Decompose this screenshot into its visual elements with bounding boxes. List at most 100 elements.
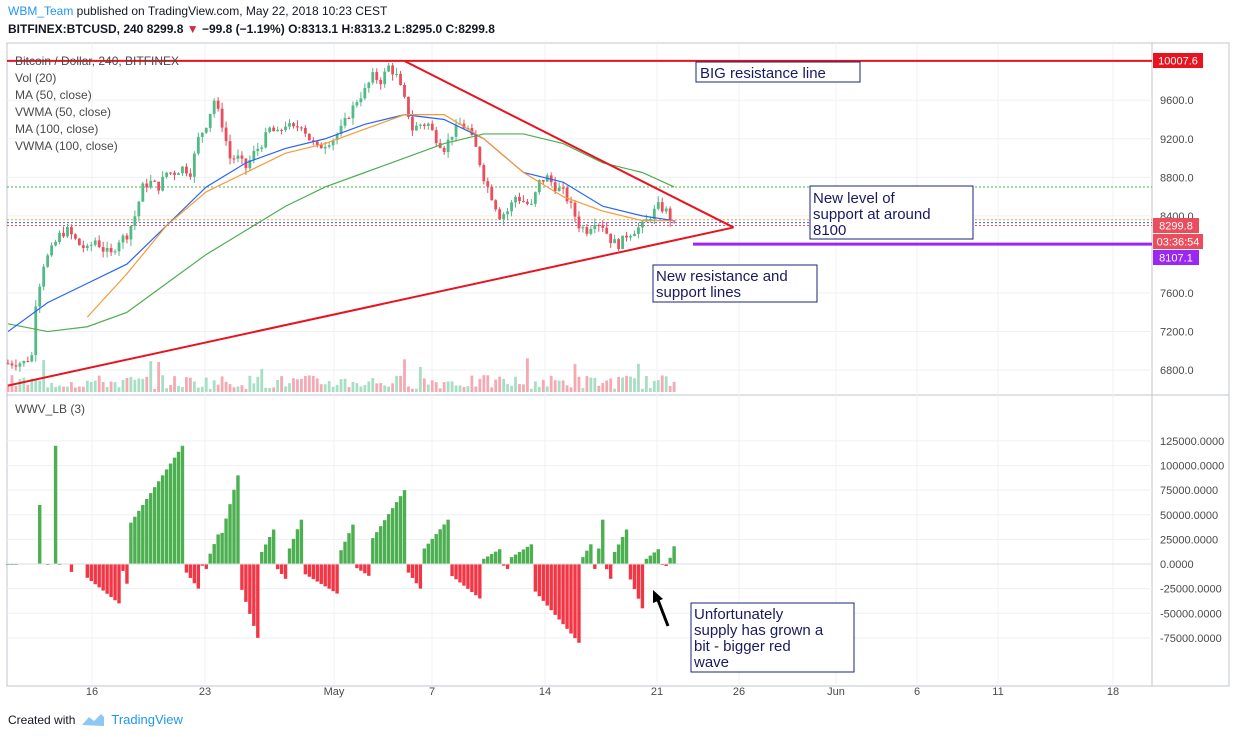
time-tick-label: 7 bbox=[429, 686, 435, 698]
candle-body bbox=[303, 127, 307, 134]
candle-body bbox=[395, 73, 398, 75]
wwv-bar bbox=[240, 564, 244, 590]
candle-body bbox=[81, 245, 85, 248]
note-new-resistance[interactable]: New resistance and support lines bbox=[652, 264, 818, 303]
time-tick-label: 6 bbox=[914, 686, 920, 698]
candle-body bbox=[347, 118, 351, 120]
candle-body bbox=[165, 172, 168, 177]
time-tick-label: 21 bbox=[651, 686, 663, 698]
publish-line: WBM_Team published on TradingView.com, M… bbox=[8, 4, 387, 18]
candle-body bbox=[93, 240, 97, 245]
candle-body bbox=[307, 133, 311, 141]
wwv-bar bbox=[129, 522, 133, 564]
volume-bar bbox=[181, 387, 184, 392]
author-link[interactable]: WBM_Team bbox=[8, 4, 74, 18]
volume-bar bbox=[149, 361, 153, 392]
volume-bar bbox=[260, 368, 264, 392]
candle-body bbox=[34, 306, 38, 356]
wwv-bar bbox=[537, 564, 542, 597]
volume-bar bbox=[240, 385, 244, 392]
volume-bar bbox=[668, 385, 672, 392]
volume-bar bbox=[185, 377, 188, 392]
wwv-bar bbox=[267, 536, 272, 564]
wwv-bar bbox=[553, 564, 557, 615]
wwv-bar bbox=[644, 558, 649, 564]
candle-body bbox=[585, 227, 589, 234]
note-big-resistance[interactable]: BIG resistance line bbox=[695, 61, 861, 83]
candle-body bbox=[268, 127, 272, 133]
wwv-bar bbox=[220, 532, 224, 564]
wwv-bar bbox=[303, 564, 308, 575]
wwv-bar bbox=[355, 564, 359, 569]
indicator-tick-label: -25000.0000 bbox=[1160, 584, 1222, 596]
indicator-tick-label: -75000.0000 bbox=[1160, 633, 1222, 645]
candle-body bbox=[125, 235, 129, 240]
volume-bar bbox=[403, 359, 406, 392]
volume-bar bbox=[129, 376, 133, 392]
candle-body bbox=[434, 130, 438, 144]
volume-bars bbox=[6, 358, 676, 392]
candle-body bbox=[617, 239, 621, 249]
volume-bar bbox=[438, 388, 442, 392]
volume-bar bbox=[236, 386, 240, 392]
footer-brand-link[interactable]: TradingView bbox=[111, 712, 183, 727]
volume-bar bbox=[153, 388, 157, 392]
volume-bar bbox=[137, 378, 141, 392]
volume-bar bbox=[34, 378, 38, 392]
wwv-bar bbox=[462, 564, 466, 586]
wwv-bar bbox=[601, 519, 605, 564]
wwv-bar bbox=[410, 564, 415, 578]
wwv-bar bbox=[271, 529, 276, 564]
candle-body bbox=[450, 136, 454, 140]
wwv-bar bbox=[93, 564, 97, 585]
wwv-bar bbox=[434, 534, 438, 564]
wwv-bar bbox=[474, 564, 478, 596]
volume-bar bbox=[70, 382, 73, 392]
note-supply[interactable]: Unfortunately supply has grown a bit - b… bbox=[690, 602, 855, 673]
wwv-bar bbox=[180, 445, 185, 564]
candle-body bbox=[526, 201, 529, 204]
volume-bar bbox=[268, 388, 272, 392]
wwv-bar bbox=[402, 490, 407, 564]
volume-bar bbox=[652, 380, 656, 392]
candle-body bbox=[375, 72, 379, 80]
volume-bar bbox=[375, 383, 379, 392]
candle-body bbox=[169, 172, 172, 174]
candle-body bbox=[569, 201, 573, 203]
wwv-bar bbox=[331, 564, 335, 592]
wwv-bar bbox=[125, 564, 129, 584]
volume-bar bbox=[446, 381, 450, 392]
footer: Created with TradingView bbox=[8, 712, 183, 727]
wwv-bar bbox=[291, 538, 296, 564]
wwv-bar bbox=[390, 508, 395, 564]
candle-body bbox=[339, 125, 343, 135]
candle-body bbox=[490, 186, 494, 201]
volume-bar bbox=[514, 376, 517, 392]
note-new-support[interactable]: New level of support at around 8100 bbox=[809, 185, 974, 240]
volume-bar bbox=[502, 378, 506, 392]
volume-bar bbox=[6, 384, 10, 392]
note-new-support-line3: 8100 bbox=[813, 222, 846, 239]
volume-bar bbox=[426, 384, 430, 392]
wwv-bar bbox=[446, 519, 450, 564]
candle-body bbox=[597, 225, 601, 227]
wwv-bar bbox=[636, 564, 641, 599]
wwv-bar bbox=[224, 518, 228, 564]
candle-body bbox=[240, 155, 244, 159]
candle-body bbox=[502, 214, 506, 220]
time-tick-label: 26 bbox=[733, 686, 745, 698]
volume-bar bbox=[494, 379, 498, 392]
candle-body bbox=[133, 216, 137, 227]
volume-bar bbox=[30, 378, 34, 392]
candle-body bbox=[533, 192, 537, 204]
volume-bar bbox=[141, 378, 145, 392]
volume-bar bbox=[648, 387, 652, 392]
volume-bar bbox=[593, 377, 597, 392]
candle-body bbox=[454, 124, 458, 137]
candle-body bbox=[216, 100, 220, 109]
candle-body bbox=[418, 124, 422, 126]
wwv-bar bbox=[470, 564, 474, 593]
volume-bar bbox=[105, 386, 109, 392]
volume-bar bbox=[462, 387, 466, 392]
